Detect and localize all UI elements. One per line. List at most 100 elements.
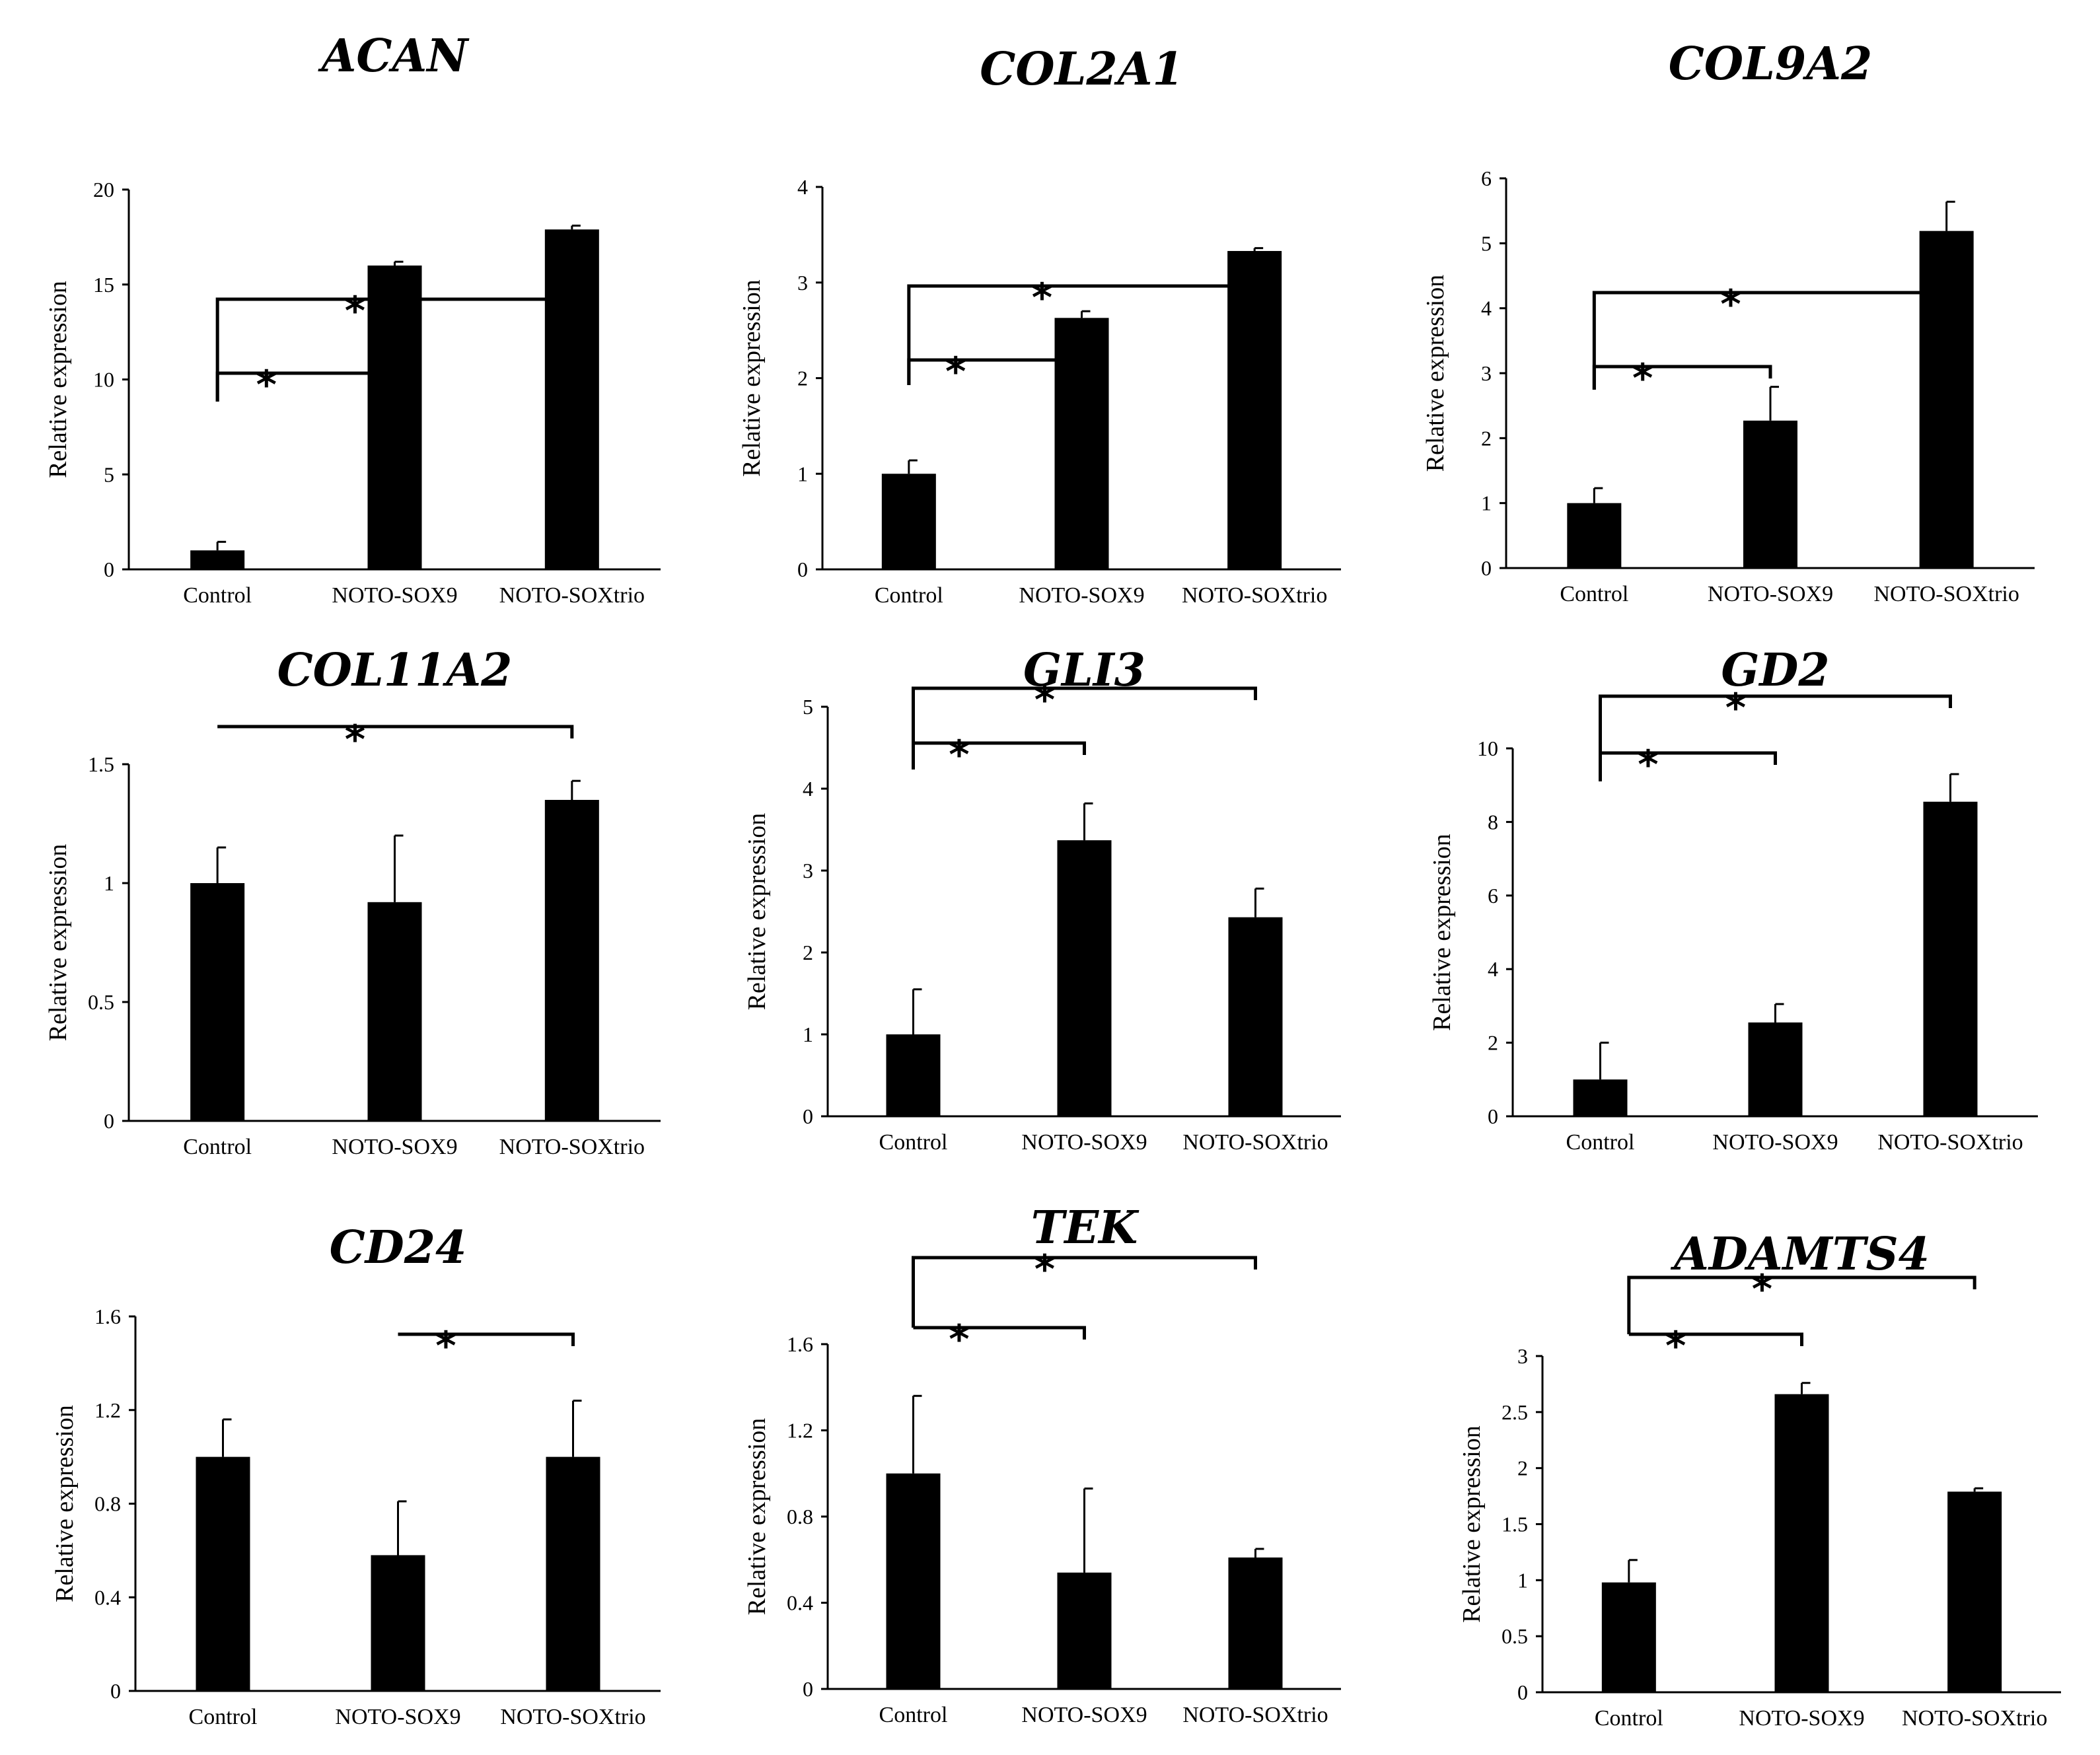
significance-star: * (1665, 1323, 1686, 1369)
y-tick-label: 1.6 (787, 1332, 813, 1356)
y-tick-label: 1.5 (1502, 1513, 1528, 1536)
category-label: NOTO-SOX9 (1708, 582, 1833, 606)
significance-bracket (912, 741, 1086, 770)
bar-noto-soxtrio (1228, 917, 1283, 1116)
category-label: NOTO-SOXtrio (499, 1135, 645, 1159)
category-label: Control (183, 583, 252, 608)
category-label: Control (1560, 582, 1628, 606)
y-axis-label: Relative expression (44, 281, 72, 478)
y-tick-label: 15 (93, 273, 114, 297)
category-label: NOTO-SOX9 (1021, 1703, 1147, 1727)
chart-panel-adamts4: ADAMTS4 Relative expression 0 0.5 1 1.5 2 2.5 3 C… (1458, 1228, 2061, 1731)
y-tick-label: 0 (1488, 1104, 1498, 1128)
chart-panel-gd2: GD2 Relative expression 0 2 4 6 8 10 Control NOTO… (1428, 644, 2038, 1155)
category-label: NOTO-SOXtrio (1902, 1706, 2047, 1731)
category-label: NOTO-SOX9 (332, 583, 457, 608)
chart-panel-tek: TEK Relative expression 0 0.4 0.8 1.2 1.6 Contr… (743, 1201, 1341, 1727)
category-label: NOTO-SOX9 (1019, 583, 1144, 608)
bar-control (190, 883, 245, 1121)
y-tick-label: 1 (104, 871, 114, 895)
category-label: Control (875, 583, 943, 608)
chart-panel-col2a1: COL2A1 Relative expression 0 1 2 3 4 Control NOT… (738, 43, 1341, 608)
category-label: Control (879, 1130, 948, 1155)
bar-noto-soxtrio (544, 229, 599, 569)
y-tick-label: 10 (93, 368, 114, 392)
y-tick-label: 1.2 (94, 1398, 121, 1422)
bar-noto-sox9 (367, 266, 422, 569)
chart-title: COL9A2 (1669, 38, 1873, 90)
y-tick-label: 2 (797, 367, 808, 390)
significance-bracket (912, 686, 1257, 770)
significance-bracket (215, 297, 574, 402)
category-label: NOTO-SOXtrio (1873, 582, 2019, 606)
significance-star: * (1034, 677, 1055, 723)
bar-noto-soxtrio (1923, 801, 1978, 1116)
significance-bracket (217, 725, 574, 738)
y-axis-label: Relative expression (1422, 275, 1449, 472)
y-tick-label: 4 (803, 777, 813, 801)
y-tick-label: 0.8 (94, 1492, 121, 1516)
bar-control (1573, 1079, 1628, 1116)
significance-star: * (1632, 355, 1653, 402)
significance-bracket (907, 284, 1256, 385)
bar-noto-sox9 (1774, 1394, 1829, 1692)
significance-bracket (1599, 694, 1952, 781)
y-tick-label: 1 (1481, 491, 1492, 515)
significance-star: * (949, 732, 969, 778)
significance-star: * (345, 288, 365, 334)
y-axis-label: Relative expression (44, 844, 72, 1042)
chart-panel-cd24: CD24 Relative expression 0 0.4 0.8 1.2 1.6 Cont… (51, 1221, 661, 1729)
significance-star: * (345, 717, 365, 763)
y-tick-label: 3 (1517, 1344, 1528, 1368)
chart-title: ADAMTS4 (1670, 1228, 1930, 1281)
chart-title: COL11A2 (277, 644, 513, 697)
significance-star: * (949, 1316, 969, 1363)
significance-bracket (1599, 751, 1777, 781)
y-tick-label: 4 (797, 175, 808, 199)
chart-panel-col9a2: COL9A2 Relative expression 0 1 2 3 4 5 6 Control N… (1422, 38, 2035, 606)
y-tick-label: 8 (1488, 810, 1498, 834)
y-tick-label: 2 (1488, 1031, 1498, 1055)
y-axis-label: Relative expression (1428, 834, 1456, 1031)
significance-bracket (913, 1326, 1086, 1340)
significance-star: * (1725, 685, 1746, 731)
bar-noto-soxtrio (1228, 1557, 1283, 1689)
bar-control (1567, 503, 1622, 568)
y-tick-label: 0.4 (94, 1585, 121, 1609)
y-tick-label: 3 (803, 859, 813, 882)
y-axis-label: Relative expression (51, 1405, 79, 1602)
y-tick-label: 5 (104, 462, 114, 486)
y-tick-label: 0 (1481, 556, 1492, 580)
category-label: NOTO-SOXtrio (1182, 1703, 1328, 1727)
y-tick-label: 0 (104, 557, 114, 581)
y-tick-label: 2 (803, 941, 813, 964)
y-tick-label: 0 (803, 1104, 813, 1128)
category-label: NOTO-SOX9 (332, 1135, 457, 1159)
bar-noto-soxtrio (1919, 231, 1974, 568)
significance-bracket (1628, 1332, 1803, 1346)
significance-star: * (435, 1323, 456, 1369)
category-label: NOTO-SOXtrio (500, 1705, 645, 1729)
y-tick-label: 1 (797, 462, 808, 485)
significance-star: * (945, 349, 966, 395)
y-tick-label: 5 (803, 695, 813, 719)
category-label: NOTO-SOXtrio (1182, 1130, 1328, 1155)
y-tick-label: 2 (1517, 1456, 1528, 1480)
bar-control (1601, 1582, 1656, 1692)
bar-noto-sox9 (367, 902, 422, 1121)
y-tick-label: 0.8 (787, 1505, 813, 1528)
y-tick-label: 0 (797, 557, 808, 581)
bar-noto-soxtrio (544, 800, 599, 1121)
y-tick-label: 2 (1481, 426, 1492, 450)
y-tick-label: 3 (797, 271, 808, 295)
category-label: Control (183, 1135, 252, 1159)
significance-star: * (1638, 742, 1658, 788)
bar-control (190, 550, 245, 569)
bar-control (886, 1034, 941, 1116)
bar-noto-sox9 (1748, 1022, 1803, 1116)
bar-noto-sox9 (1054, 318, 1109, 569)
bar-noto-sox9 (1057, 840, 1112, 1116)
significance-bracket (398, 1332, 575, 1346)
significance-star: * (1034, 1246, 1055, 1293)
